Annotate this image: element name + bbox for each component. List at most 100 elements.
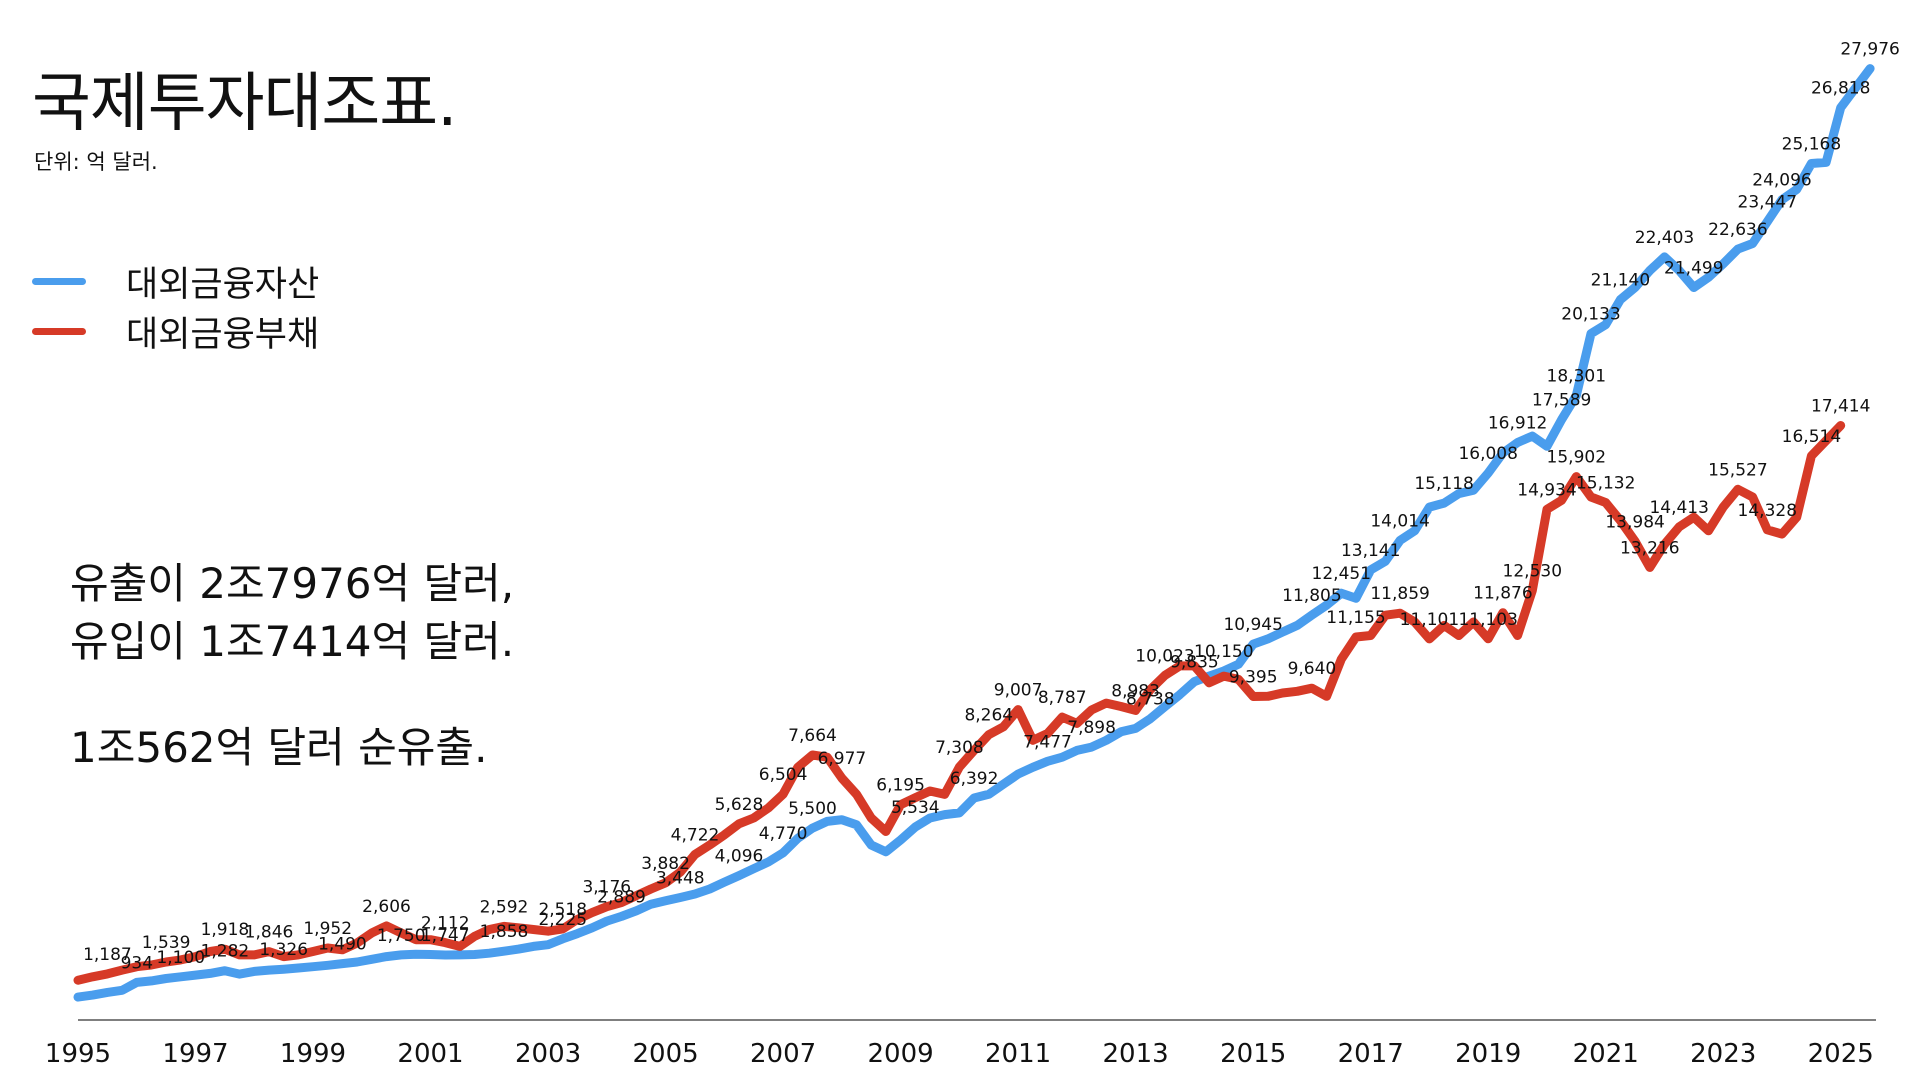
- x-tick-label: 2017: [1338, 1039, 1404, 1069]
- data-label: 6,977: [818, 749, 867, 769]
- legend: 대외금융자산 대외금융부채: [32, 256, 319, 356]
- x-tick-label: 2009: [868, 1039, 934, 1069]
- annotation-notes: 유출이 2조7976억 달러, 유입이 1조7414억 달러. 1조562억 달…: [70, 555, 514, 777]
- data-label: 2,225: [538, 910, 587, 930]
- data-label: 23,447: [1738, 193, 1797, 213]
- series-layer: [73, 64, 1875, 1002]
- data-label: 15,902: [1547, 448, 1606, 468]
- data-label: 1,326: [259, 940, 308, 960]
- series-line-1: [73, 421, 1846, 985]
- data-label: 7,477: [1023, 732, 1072, 752]
- data-label: 15,527: [1708, 460, 1767, 480]
- data-label: 1,846: [245, 923, 294, 943]
- data-label: 11,101: [1400, 610, 1459, 630]
- x-tick-label: 2007: [750, 1039, 816, 1069]
- data-label: 18,301: [1547, 367, 1606, 387]
- data-label: 2,606: [362, 897, 411, 917]
- data-label: 14,014: [1370, 511, 1429, 531]
- data-label: 8,264: [964, 706, 1013, 726]
- note-inflow: 유입이 1조7414억 달러.: [70, 617, 515, 666]
- unit-note: 단위: 억 달러.: [34, 150, 158, 174]
- data-label: 21,499: [1664, 259, 1723, 279]
- data-label: 24,096: [1752, 171, 1811, 191]
- data-label: 4,770: [759, 824, 808, 844]
- data-label: 7,664: [788, 726, 837, 746]
- data-label: 6,392: [950, 769, 999, 789]
- data-label: 11,103: [1458, 610, 1517, 630]
- data-label: 1,282: [201, 942, 250, 962]
- note-net: 1조562억 달러 순유출.: [70, 723, 488, 772]
- data-label: 9,640: [1288, 659, 1337, 679]
- x-tick-label: 2005: [633, 1039, 699, 1069]
- data-label: 21,140: [1591, 271, 1650, 291]
- x-tick-layer: 1995 1997 1999 2001 2003 2005 2007 2009 2011 2013…: [45, 1039, 1874, 1069]
- data-label: 3,176: [582, 878, 631, 898]
- x-tick-label: 2001: [397, 1039, 463, 1069]
- x-tick-label: 2025: [1808, 1039, 1874, 1069]
- data-label: 934: [121, 953, 153, 973]
- data-label: 15,118: [1414, 474, 1473, 494]
- data-label: 15,132: [1576, 474, 1635, 494]
- legend-swatch-assets: [32, 277, 86, 285]
- legend-label-assets: 대외금융자산: [126, 264, 320, 305]
- data-label: 5,628: [715, 795, 764, 815]
- page-title: 국제투자대조표.: [32, 67, 458, 141]
- data-label: 11,859: [1370, 584, 1429, 604]
- x-tick-label: 2011: [985, 1039, 1051, 1069]
- data-label: 2,112: [421, 914, 470, 934]
- data-label: 20,133: [1561, 305, 1620, 325]
- x-tick-label: 1995: [45, 1039, 111, 1069]
- data-label: 16,912: [1488, 414, 1547, 434]
- data-label: 17,414: [1811, 397, 1870, 417]
- data-label: 2,592: [480, 897, 529, 917]
- data-label: 10,945: [1223, 615, 1282, 635]
- x-tick-label: 2021: [1573, 1039, 1639, 1069]
- x-tick-label: 1997: [162, 1039, 228, 1069]
- data-label: 1,187: [83, 945, 132, 965]
- data-label: 3,448: [656, 869, 705, 889]
- data-label: 11,876: [1473, 584, 1532, 604]
- data-label: 17,589: [1532, 391, 1591, 411]
- data-label: 3,882: [641, 854, 690, 874]
- series-line-0: [73, 64, 1875, 1002]
- data-label: 5,500: [788, 799, 837, 819]
- data-label: 16,514: [1782, 427, 1841, 447]
- data-label: 2,889: [597, 887, 646, 907]
- data-label: 8,738: [1126, 690, 1175, 710]
- data-label: 4,096: [715, 847, 764, 867]
- data-label: 9,835: [1170, 653, 1219, 673]
- x-tick-label: 2023: [1690, 1039, 1756, 1069]
- data-label: 8,983: [1111, 681, 1160, 701]
- x-tick-label: 2003: [515, 1039, 581, 1069]
- data-label: 7,308: [935, 738, 984, 758]
- data-label: 1,918: [201, 920, 250, 940]
- data-label: 12,451: [1312, 564, 1371, 584]
- data-label: 2,518: [538, 900, 587, 920]
- x-tick-label: 1999: [280, 1039, 346, 1069]
- data-label: 10,023: [1135, 646, 1194, 666]
- data-label: 14,328: [1738, 501, 1797, 521]
- data-label: 8,787: [1038, 688, 1087, 708]
- data-label: 5,534: [891, 798, 940, 818]
- legend-item-assets: 대외금융자산: [32, 256, 319, 306]
- data-label: 25,168: [1782, 135, 1841, 155]
- legend-label-liabilities: 대외금융부채: [126, 314, 320, 355]
- data-label: 11,805: [1282, 586, 1341, 606]
- data-label: 27,976: [1840, 40, 1899, 60]
- data-label: 11,155: [1326, 608, 1385, 628]
- data-label: 1,858: [480, 922, 529, 942]
- data-label: 9,007: [994, 681, 1043, 701]
- data-label: 9,395: [1229, 668, 1278, 688]
- data-label: 22,403: [1635, 228, 1694, 248]
- data-label: 12,530: [1503, 562, 1562, 582]
- x-tick-label: 2013: [1103, 1039, 1169, 1069]
- x-tick-label: 2015: [1220, 1039, 1286, 1069]
- data-label: 6,195: [876, 776, 925, 796]
- x-tick-label: 2019: [1455, 1039, 1521, 1069]
- data-label: 13,216: [1620, 538, 1679, 558]
- data-label: 1,750: [377, 926, 426, 946]
- data-label: 13,141: [1341, 541, 1400, 561]
- data-label: 13,984: [1605, 512, 1664, 532]
- data-label: 26,818: [1811, 79, 1870, 99]
